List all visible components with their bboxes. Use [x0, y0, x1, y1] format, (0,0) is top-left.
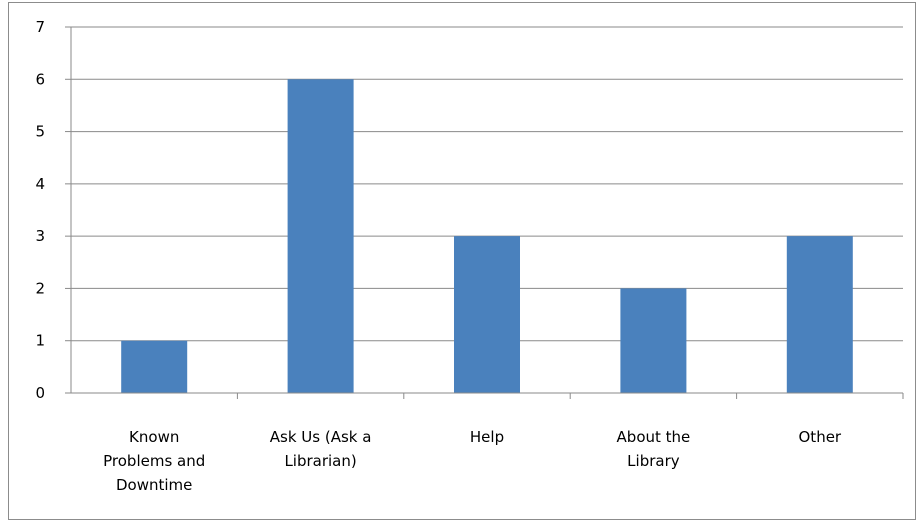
- y-tick-label: 3: [35, 227, 45, 245]
- y-tick-labels: 0 1 2 3 4 5 6 7: [35, 18, 45, 402]
- gridlines: [71, 26, 903, 342]
- x-category-label: About the: [617, 428, 691, 446]
- x-category-label: Downtime: [116, 476, 192, 494]
- bar: [786, 236, 853, 393]
- bar: [121, 340, 188, 393]
- x-tick-labels: Known Problems and Downtime Ask Us (Ask a Li…: [103, 428, 842, 494]
- y-tick-label: 6: [35, 70, 45, 88]
- y-tick-label: 0: [35, 384, 45, 402]
- x-category-label: Known: [129, 428, 179, 446]
- x-category-label: Other: [799, 428, 842, 446]
- bar: [454, 236, 520, 393]
- bars: [121, 79, 853, 394]
- y-tick-label: 5: [35, 123, 45, 141]
- y-tick-label: 2: [35, 279, 45, 297]
- x-category-label: Librarian): [284, 452, 356, 470]
- x-category-label: Ask Us (Ask a: [270, 428, 372, 446]
- axes: [65, 26, 904, 399]
- y-tick-label: 7: [35, 18, 45, 36]
- x-category-label: Library: [627, 452, 680, 470]
- y-tick-label: 1: [35, 332, 45, 350]
- x-category-label: Help: [470, 428, 504, 446]
- y-tick-label: 4: [35, 175, 45, 193]
- bar: [287, 79, 354, 394]
- bar: [620, 288, 687, 393]
- x-category-label: Problems and: [103, 452, 205, 470]
